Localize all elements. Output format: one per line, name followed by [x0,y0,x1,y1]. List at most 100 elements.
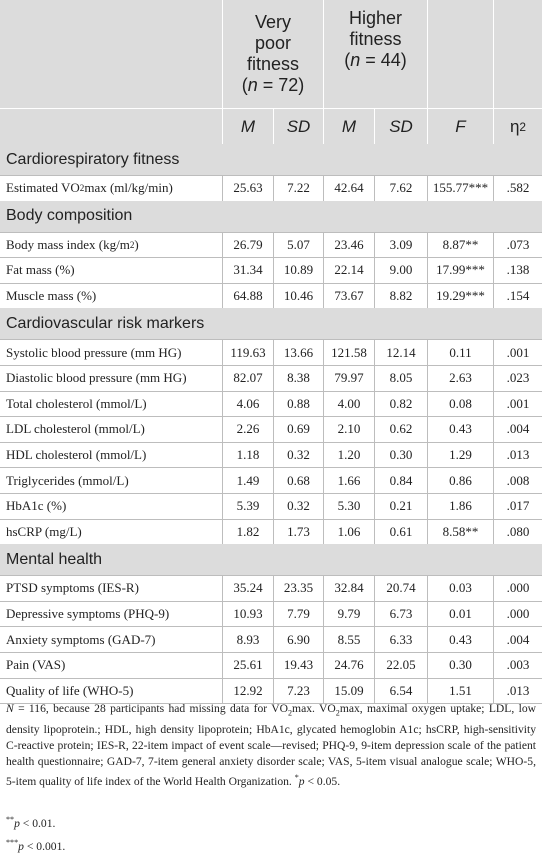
cell-m1: 1.82 [222,519,273,545]
group-very-poor-line2: poor [254,33,291,53]
cell-m1: 25.63 [222,176,273,201]
cell-sd2: 0.82 [374,391,427,417]
results-table: Very poor fitness (n = 72) Higher fitnes… [0,0,542,705]
cell-m2: 15.09 [323,678,374,704]
cell-sd2: 22.05 [374,652,427,678]
table-bottom-rule [0,703,542,705]
table-row: Triglycerides (mmol/L) 1.49 0.68 1.66 0.84 0.… [0,467,542,493]
cell-m2: 1.66 [323,468,374,493]
cell-sd1: 10.89 [273,258,323,283]
cell-eta: .073 [493,232,542,258]
row-label: Quality of life (WHO-5) [6,682,134,698]
cell-sd2: 8.82 [374,283,427,309]
cell-eta: .138 [493,258,542,283]
cell-f: 0.43 [427,627,493,652]
cell-f: 0.30 [427,652,493,678]
cell-m2: 1.20 [323,442,374,468]
cell-sd2: 0.21 [374,493,427,519]
table-row: HbA1c (%) 5.39 0.32 5.30 0.21 1.86.017 [0,492,542,519]
group-header-very-poor: Very poor fitness (n = 72) [222,0,323,108]
cell-eta: .003 [493,652,542,678]
table-row: Depressive symptoms (PHQ-9) 10.93 7.79 9.79… [0,600,542,627]
table-body: Cardiorespiratory fitness Estimated VO 2 ma… [0,144,542,705]
cell-eta: .001 [493,340,542,365]
cell-f: 8.58** [427,519,493,545]
table-row: LDL cholesterol (mmol/L) 2.26 0.69 2.10 0.62… [0,416,542,442]
table-row: Estimated VO 2 max (ml/kg/min) 25.63 7.22 42.… [0,175,542,201]
cell-m2: 1.06 [323,519,374,545]
row-label: Total cholesterol (mmol/L) [6,395,147,411]
cell-sd2: 6.33 [374,627,427,652]
section-title: Cardiovascular risk markers [6,314,205,332]
table-row: Muscle mass (%) 64.88 10.46 73.67 8.82 19.29*… [0,282,542,309]
cell-m1: 35.24 [222,576,273,601]
cell-eta: .000 [493,601,542,627]
cell-sd2: 7.62 [374,176,427,201]
note-p01: **p < 0.01. [6,815,56,830]
cell-m2: 2.10 [323,417,374,442]
cell-sd2: 9.00 [374,258,427,283]
note-abbreviations: N = 116, because 28 participants had mis… [6,702,537,788]
cell-f: 1.51 [427,678,493,704]
cell-eta: .582 [493,176,542,201]
cell-sd2: 0.30 [374,442,427,468]
cell-sd2: 6.73 [374,601,427,627]
cell-sd2: 20.74 [374,576,427,601]
stat-f: F [427,109,493,144]
cell-f: 0.03 [427,576,493,601]
cell-sd1: 1.73 [273,519,323,545]
cell-sd2: 12.14 [374,340,427,365]
table-row: HDL cholesterol (mmol/L) 1.18 0.32 1.20 0.30… [0,441,542,468]
cell-m1: 82.07 [222,365,273,391]
cell-eta: .004 [493,627,542,652]
cell-eta: .013 [493,442,542,468]
row-label: Diastolic blood pressure (mm HG) [6,370,187,386]
cell-sd1: 7.22 [273,176,323,201]
cell-eta: .013 [493,678,542,704]
cell-f: 8.87** [427,232,493,258]
group-higher-line1: Higher [348,8,402,28]
row-label: Body mass index (kg/m 2) [6,236,139,252]
cell-sd1: 7.79 [273,601,323,627]
section-title: Body composition [6,207,133,225]
table-row: Fat mass (%) 31.34 10.89 22.14 9.00 17.99***.… [0,257,542,283]
cell-m1: 119.63 [222,340,273,365]
table-row: Pain (VAS) 25.61 19.43 24.76 22.05 0.30.003 [0,651,542,678]
row-label: Muscle mass (%) [6,288,97,304]
cell-m2: 8.55 [323,627,374,652]
cell-sd2: 6.54 [374,678,427,704]
cell-f: 0.43 [427,417,493,442]
cell-sd1: 6.90 [273,627,323,652]
cell-m1: 8.93 [222,627,273,652]
cell-f: 2.63 [427,365,493,391]
cell-m1: 12.92 [222,678,273,704]
row-label: Fat mass (%) [6,262,75,278]
cell-sd1: 13.66 [273,340,323,365]
cell-sd2: 0.61 [374,519,427,545]
cell-m1: 2.26 [222,417,273,442]
cell-sd1: 10.46 [273,283,323,309]
table-row: hsCRP (mg/L) 1.82 1.73 1.06 0.61 8.58** .080 [0,518,542,545]
cell-sd1: 0.32 [273,493,323,519]
cell-m1: 64.88 [222,283,273,309]
stat-sd-higher: SD [374,109,427,144]
cell-m2: 4.00 [323,391,374,417]
section-title: Cardiorespiratory fitness [6,150,180,168]
row-label: HbA1c (%) [6,498,67,514]
group-very-poor-n: (n = 72) [241,75,305,95]
section-header: Cardiovascular risk markers [0,308,542,340]
cell-sd2: 0.84 [374,468,427,493]
row-label: Triglycerides (mmol/L) [6,472,129,488]
row-label: Systolic blood pressure (mm HG) [6,344,182,360]
cell-sd1: 0.88 [273,391,323,417]
cell-m2: 73.67 [323,283,374,309]
cell-m2: 121.58 [323,340,374,365]
cell-sd1: 0.68 [273,468,323,493]
table-row: Quality of life (WHO-5) 12.92 7.23 15.09 6.5… [0,677,542,704]
cell-m1: 1.49 [222,468,273,493]
row-label: Estimated VO 2 max (ml/kg/min) [6,180,173,196]
cell-m2: 9.79 [323,601,374,627]
cell-m1: 1.18 [222,442,273,468]
cell-sd1: 19.43 [273,652,323,678]
cell-eta: .000 [493,576,542,601]
